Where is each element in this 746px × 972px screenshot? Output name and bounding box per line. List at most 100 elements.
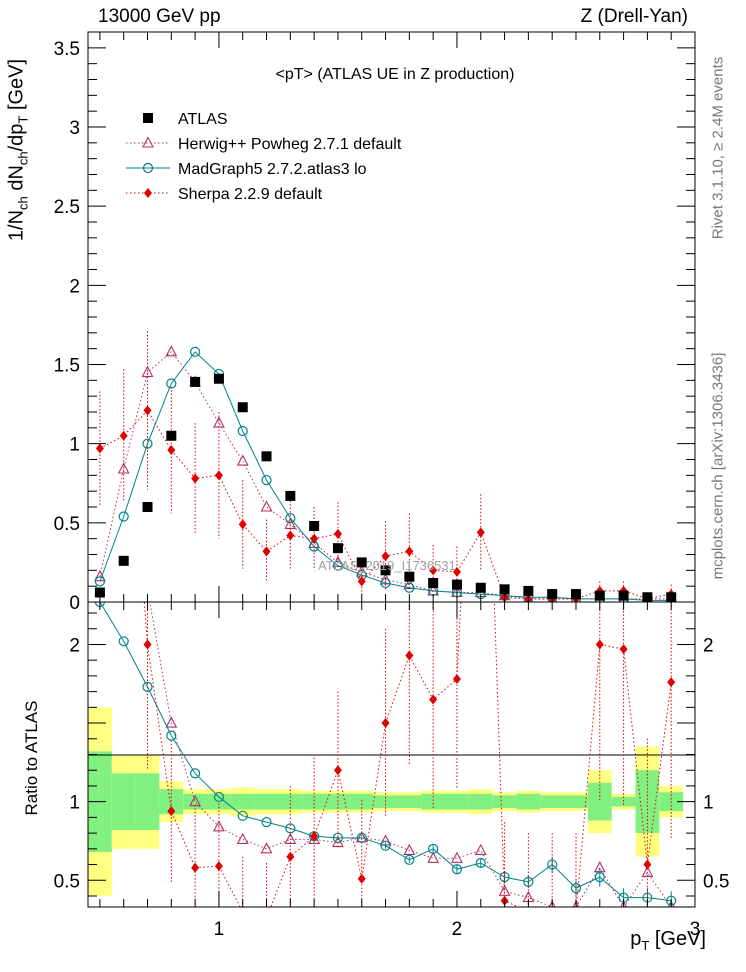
main-y-tick-label-6: 3 (69, 118, 80, 139)
main-herwig-point-6 (236, 454, 249, 466)
header-left: 13000 GeV pp (98, 6, 221, 27)
band-inner-4 (183, 793, 208, 810)
band-inner-1 (111, 773, 136, 830)
ratio-herwig-point-20 (572, 900, 580, 907)
ratio-sherpa-point-21 (595, 639, 604, 650)
ratio-herwig-point-16 (474, 843, 487, 855)
main-atlas-point-14 (428, 578, 439, 588)
ratio-madgraph5-point-7 (261, 817, 272, 828)
main-atlas-point-6 (237, 402, 248, 413)
main-madgraph5-point-4 (190, 346, 201, 357)
main-y-tick-label-4: 2 (69, 276, 80, 297)
main-y-tick-label-7: 3.5 (54, 39, 80, 60)
band-inner-9 (302, 793, 327, 810)
ratio-herwig-point-17 (498, 884, 511, 896)
band-inner-21 (587, 782, 612, 821)
ratio-y-tick-label-right-0: 0.5 (703, 871, 729, 892)
ratio-madgraph5-point-1 (118, 636, 129, 647)
ratio-sherpa-point-23 (643, 859, 652, 870)
ratio-herwig-point-19 (548, 900, 556, 907)
main-atlas-point-12 (380, 565, 391, 576)
band-inner-11 (349, 793, 374, 810)
main-atlas-point-17 (499, 584, 510, 595)
band-inner-15 (445, 793, 469, 810)
analysis-watermark: ATLAS_2019_I1736531 (318, 558, 456, 573)
main-sherpa-point-11 (357, 576, 366, 587)
main-atlas-point-8 (285, 490, 296, 501)
legend-label-atlas: ATLAS (178, 111, 228, 128)
main-sherpa-point-0 (95, 443, 104, 454)
ratio-herwig-point-13 (403, 843, 416, 855)
ratio-herwig-point-5 (213, 820, 225, 832)
band-inner-14 (421, 793, 446, 810)
ratio-madgraph5-point-3 (166, 730, 177, 741)
main-herwig-point-1 (117, 462, 130, 474)
main-atlas-point-2 (142, 502, 153, 512)
main-herwig-point-3 (165, 345, 178, 357)
main-sherpa-point-9 (310, 533, 319, 544)
x-tick-label-2: 3 (690, 919, 701, 940)
mcplots-reference-label: mcplots.cern.ch [arXiv:1306.3436] (709, 352, 727, 580)
band-inner-13 (397, 795, 422, 808)
legend-label-madgraph5: MadGraph5 2.7.2.atlas3 lo (178, 161, 367, 178)
main-sherpa-point-13 (405, 546, 414, 557)
legend-label-herwig: Herwig++ Powheg 2.7.1 default (178, 136, 402, 153)
band-inner-18 (516, 793, 541, 810)
main-madgraph5-point-7 (261, 474, 272, 486)
rivet-version-label: Rivet 3.1.10, ≥ 2.4M events (709, 56, 727, 240)
ratio-herwig-point-7 (260, 842, 273, 854)
main-herwig-point-7 (260, 500, 273, 512)
main-sherpa-point-16 (476, 527, 485, 538)
main-madgraph5-point-13 (404, 582, 415, 593)
ratio-madgraph5-point-5 (213, 791, 225, 803)
ratio-sherpa-point-12 (381, 718, 390, 729)
legend-marker-sherpa (144, 188, 152, 198)
main-sherpa-point-8 (286, 530, 295, 541)
y-axis-label-main: 1/Nch dNch/dpT [GeV] (5, 58, 31, 242)
main-y-tick-label-5: 2.5 (54, 197, 80, 218)
band-inner-10 (326, 793, 350, 810)
band-inner-23 (635, 770, 660, 834)
band-inner-2 (135, 773, 160, 830)
main-atlas-point-0 (94, 587, 105, 598)
main-atlas-point-11 (356, 557, 367, 568)
main-madgraph5-point-1 (118, 511, 129, 522)
band-inner-17 (492, 795, 517, 808)
ratio-y-tick-label-2: 2 (69, 635, 80, 656)
main-sherpa-point-10 (333, 528, 342, 539)
ratio-sherpa-point-13 (405, 650, 414, 661)
header-right: Z (Drell-Yan) (580, 6, 688, 27)
ratio-madgraph5-point-14 (428, 843, 439, 854)
main-atlas-point-4 (190, 376, 201, 387)
main-madgraph5-point-0 (94, 576, 106, 587)
ratio-madgraph5-point-21 (594, 872, 605, 883)
ratio-sherpa-point-10 (333, 765, 342, 776)
main-sherpa-point-14 (429, 565, 438, 576)
ratio-sherpa-point-3 (167, 806, 176, 817)
main-atlas-point-1 (118, 555, 129, 566)
band-inner-22 (611, 796, 636, 807)
ratio-madgraph5-point-13 (404, 854, 415, 865)
main-sherpa-point-3 (167, 445, 176, 455)
ratio-sherpa-point-2 (143, 639, 152, 650)
ratio-sherpa-point-15 (452, 674, 461, 685)
ratio-herwig-point-15 (451, 851, 463, 863)
ratio-herwig-point-6 (236, 832, 249, 844)
band-inner-3 (159, 789, 184, 815)
legend-marker-madgraph5 (142, 162, 154, 174)
main-atlas-point-9 (309, 521, 320, 531)
ratio-sherpa-point-9 (310, 831, 319, 842)
x-axis-label: pT [GeV] (630, 928, 706, 953)
ratio-y-tick-label-right-2: 2 (703, 635, 714, 656)
x-tick-label-0: 1 (214, 919, 225, 940)
ratio-uncertainty-bands (88, 707, 684, 896)
ratio-y-tick-label-0: 0.5 (54, 871, 80, 892)
ratio-sherpa-point-14 (429, 694, 438, 705)
main-madgraph5-point-10 (332, 560, 344, 571)
main-y-tick-label-0: 0 (69, 593, 80, 614)
legend-label-sherpa: Sherpa 2.2.9 default (178, 186, 323, 203)
main-atlas-point-3 (166, 430, 177, 441)
legend-marker-herwig (142, 136, 154, 148)
main-madgraph5-point-6 (237, 425, 248, 437)
main-atlas-point-5 (213, 373, 224, 384)
